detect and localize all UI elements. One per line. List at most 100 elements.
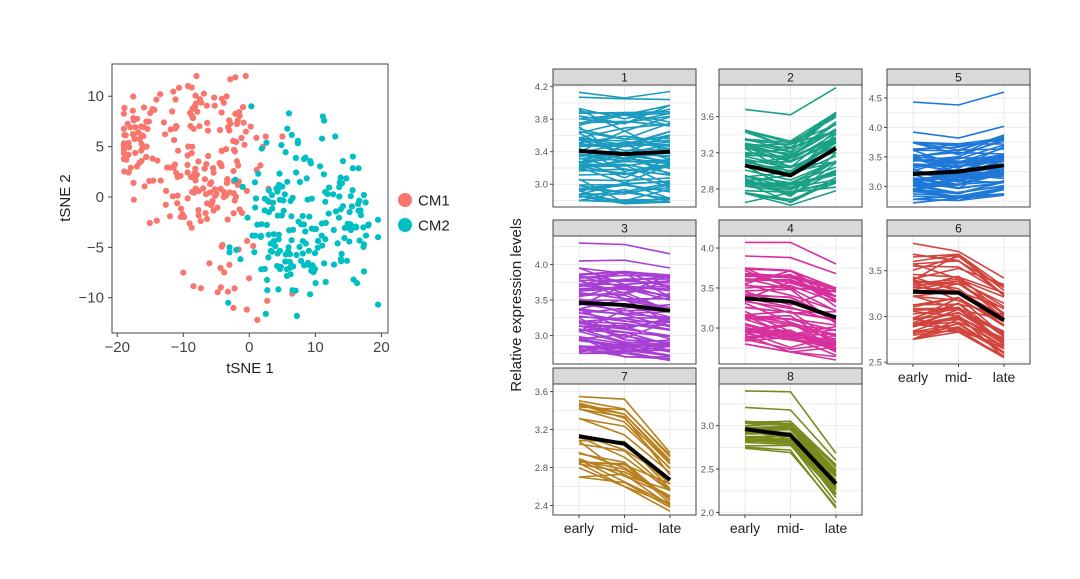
y-tick-label: 4.5 (869, 93, 882, 104)
y-tick-label: 3.5 (869, 266, 882, 277)
gene-line (578, 316, 671, 323)
gene-line (578, 96, 671, 101)
y-tick-label: −10 (79, 290, 104, 307)
y-tick-label: 4.2 (535, 82, 548, 93)
point-cm2 (349, 153, 356, 160)
point-cm2 (261, 207, 268, 214)
point-cm1 (189, 115, 197, 122)
gene-line (578, 147, 671, 173)
point-cm2 (233, 246, 240, 253)
y-tick-label: 3.0 (701, 324, 714, 335)
point-cm1 (178, 205, 185, 212)
point-cm1 (163, 187, 170, 195)
point-cm2 (292, 287, 299, 294)
point-cm1 (240, 119, 247, 126)
point-cm2 (244, 214, 251, 221)
point-cm2 (264, 287, 271, 294)
x-tick-label: early (564, 520, 594, 536)
gene-line (578, 163, 671, 184)
gene-line (744, 160, 837, 181)
point-cm2 (321, 117, 328, 124)
point-cm2 (322, 236, 329, 243)
gene-lines (578, 395, 671, 512)
gene-line (912, 267, 1005, 286)
point-cm1 (247, 123, 254, 130)
y-tick-label: 10 (87, 88, 104, 105)
legend-swatch-cm2 (398, 218, 412, 232)
point-cm1 (195, 187, 202, 195)
point-cm1 (202, 210, 209, 217)
mean-line (744, 427, 838, 486)
gene-line (745, 241, 837, 265)
point-cm2 (306, 262, 313, 269)
point-cm2 (343, 257, 351, 264)
x-tick-label: 0 (245, 339, 253, 356)
gene-line (578, 467, 671, 512)
point-cm2 (300, 221, 307, 228)
x-tick-label: early (730, 520, 760, 536)
mean-line (744, 296, 837, 320)
point-cm1 (195, 212, 202, 219)
point-cm2 (293, 251, 300, 259)
point-cm2 (312, 225, 319, 233)
facet-3: 3 3.0 3.5 4.0 (535, 219, 697, 365)
tsne-x-axis-title: tSNE 1 (226, 360, 274, 377)
point-cm1 (188, 150, 195, 157)
point-cm1 (188, 84, 195, 91)
gene-line (744, 162, 837, 198)
gene-line (912, 193, 1005, 204)
gene-line (744, 438, 837, 491)
point-cm2 (288, 213, 295, 220)
expression-facet-grid: 1 3.0 3.4 3.8 4.2 2 2.8 3.2 3.6 5 3.0 3.5 4.0 4.5 3 3.0… (535, 68, 1031, 536)
point-cm1 (227, 76, 234, 83)
point-cm2 (314, 237, 322, 245)
point-cm1 (194, 108, 201, 115)
point-cm1 (171, 137, 178, 144)
point-cm2 (287, 271, 294, 278)
point-cm1 (184, 161, 191, 168)
point-cm2 (249, 232, 256, 239)
gene-line (744, 283, 837, 312)
point-cm1 (144, 125, 151, 132)
point-cm2 (282, 258, 289, 265)
gene-line (912, 174, 1005, 180)
point-cm2 (346, 238, 353, 245)
point-cm1 (120, 155, 127, 163)
point-cm1 (188, 224, 195, 231)
gene-line (578, 157, 671, 176)
point-cm2 (251, 179, 258, 186)
point-cm1 (135, 129, 142, 136)
point-cm1 (153, 96, 160, 103)
gene-line (912, 144, 1005, 160)
gene-line (912, 138, 1005, 162)
point-cm1 (130, 93, 137, 100)
point-cm1 (127, 164, 134, 171)
point-cm2 (258, 145, 265, 152)
point-cm1 (130, 115, 137, 122)
point-cm1 (209, 197, 216, 204)
point-cm2 (294, 140, 301, 147)
point-cm2 (321, 260, 328, 267)
facet-strip-label: 4 (787, 222, 794, 236)
point-cm2 (293, 169, 300, 176)
point-cm1 (193, 73, 200, 80)
point-cm1 (217, 284, 224, 291)
x-tick-label: −10 (171, 339, 196, 356)
point-cm2 (343, 175, 350, 182)
point-cm1 (129, 131, 136, 138)
point-cm2 (281, 191, 288, 198)
point-cm1 (185, 143, 192, 150)
point-cm1 (206, 260, 213, 267)
point-cm1 (120, 125, 127, 132)
point-cm2 (280, 197, 287, 204)
point-cm2 (307, 291, 314, 298)
x-tick-label: mid- (945, 369, 973, 385)
gene-line (744, 128, 837, 157)
gene-line (744, 161, 837, 185)
point-cm2 (261, 265, 268, 272)
gene-line (578, 315, 671, 324)
point-cm1 (138, 157, 145, 165)
point-cm2 (276, 170, 283, 177)
point-cm1 (232, 74, 239, 81)
point-cm2 (252, 195, 260, 202)
